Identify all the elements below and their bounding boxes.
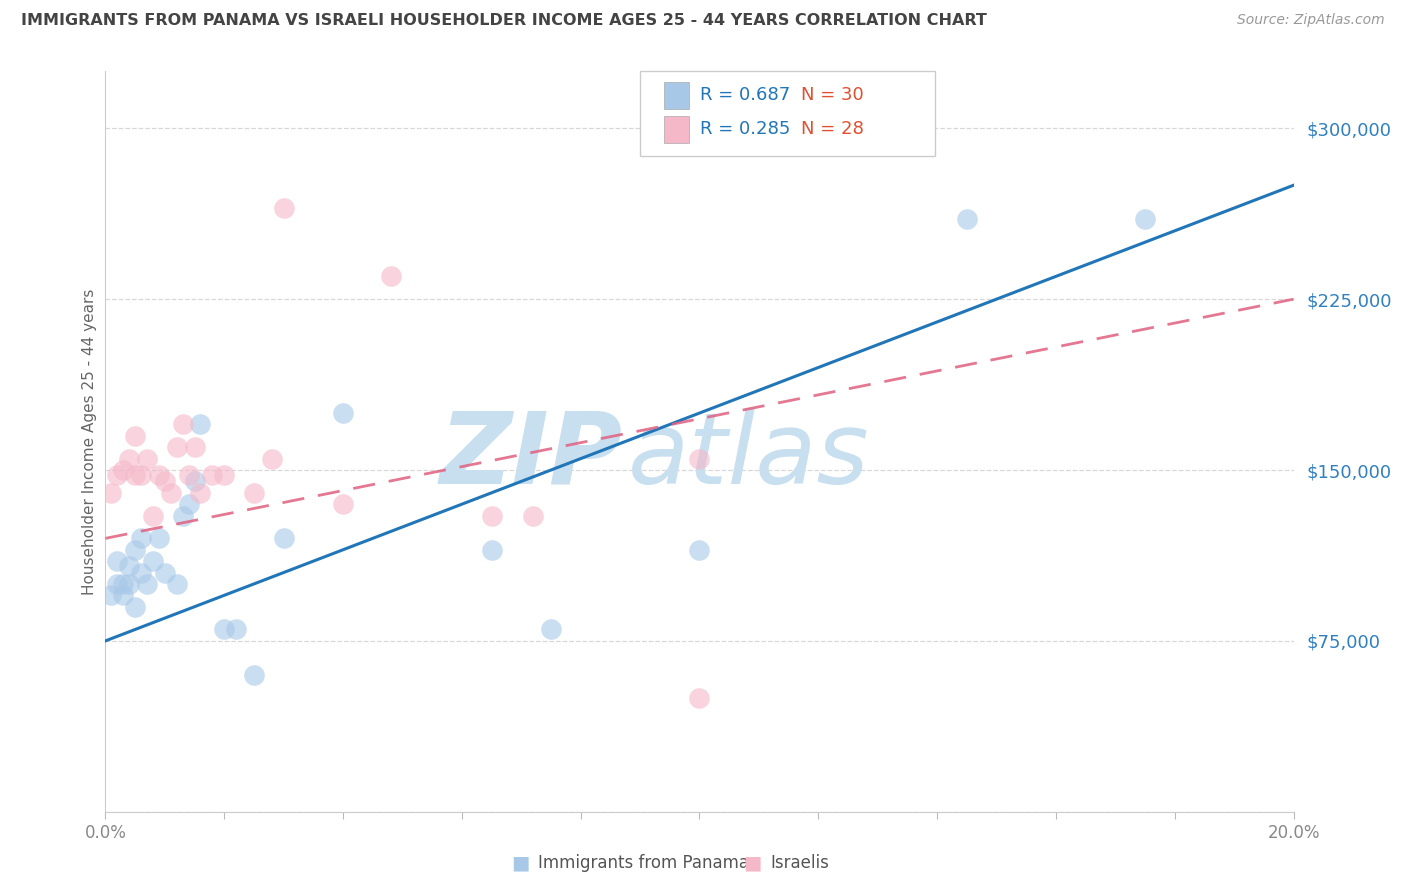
Point [136,451,159,466]
Text: R = 0.285: R = 0.285 [700,120,790,138]
Point [380,269,402,284]
Point [172,508,194,523]
Point [159,485,181,500]
Point [214,467,236,482]
Point [689,542,711,557]
Point [332,406,354,420]
Text: ■: ■ [742,854,762,872]
Point [956,212,979,227]
Point [166,577,188,591]
Text: atlas: atlas [628,408,870,505]
Point [129,532,152,546]
Point [190,485,212,500]
Text: R = 0.687: R = 0.687 [700,87,790,104]
Point [124,599,146,614]
Point [112,588,135,602]
Point [214,623,236,637]
Point [118,558,141,573]
Point [273,201,295,215]
Point [260,451,283,466]
Point [177,497,200,511]
Point [689,451,711,466]
Point [172,417,194,432]
Text: N = 28: N = 28 [801,120,865,138]
Point [689,690,711,705]
Point [243,668,266,682]
Text: Immigrants from Panama: Immigrants from Panama [538,855,749,872]
Point [273,532,295,546]
Point [124,429,146,443]
Y-axis label: Householder Income Ages 25 - 44 years: Householder Income Ages 25 - 44 years [82,288,97,595]
Point [100,588,122,602]
Point [100,485,122,500]
Point [1133,212,1156,227]
Point [332,497,354,511]
Point [540,623,562,637]
Point [112,577,135,591]
Point [142,508,165,523]
Point [148,532,170,546]
Point [142,554,165,568]
Text: N = 30: N = 30 [801,87,865,104]
Text: IMMIGRANTS FROM PANAMA VS ISRAELI HOUSEHOLDER INCOME AGES 25 - 44 YEARS CORRELAT: IMMIGRANTS FROM PANAMA VS ISRAELI HOUSEH… [21,13,987,29]
Point [129,467,152,482]
Point [183,440,205,454]
Point [118,577,141,591]
Point [153,475,176,489]
Point [153,566,176,580]
Point [105,577,128,591]
Point [481,508,503,523]
Point [177,467,200,482]
Point [243,485,266,500]
Point [105,554,128,568]
Text: Source: ZipAtlas.com: Source: ZipAtlas.com [1237,13,1385,28]
Point [118,451,141,466]
Point [183,475,205,489]
Point [129,566,152,580]
Point [481,542,503,557]
Text: ZIP: ZIP [439,408,623,505]
Point [522,508,544,523]
Point [105,467,128,482]
Point [225,623,247,637]
Text: Israelis: Israelis [770,855,830,872]
Point [190,417,212,432]
Point [201,467,224,482]
Point [136,577,159,591]
Point [112,463,135,477]
Point [166,440,188,454]
Point [124,542,146,557]
Point [124,467,146,482]
Point [148,467,170,482]
Text: ■: ■ [510,854,530,872]
